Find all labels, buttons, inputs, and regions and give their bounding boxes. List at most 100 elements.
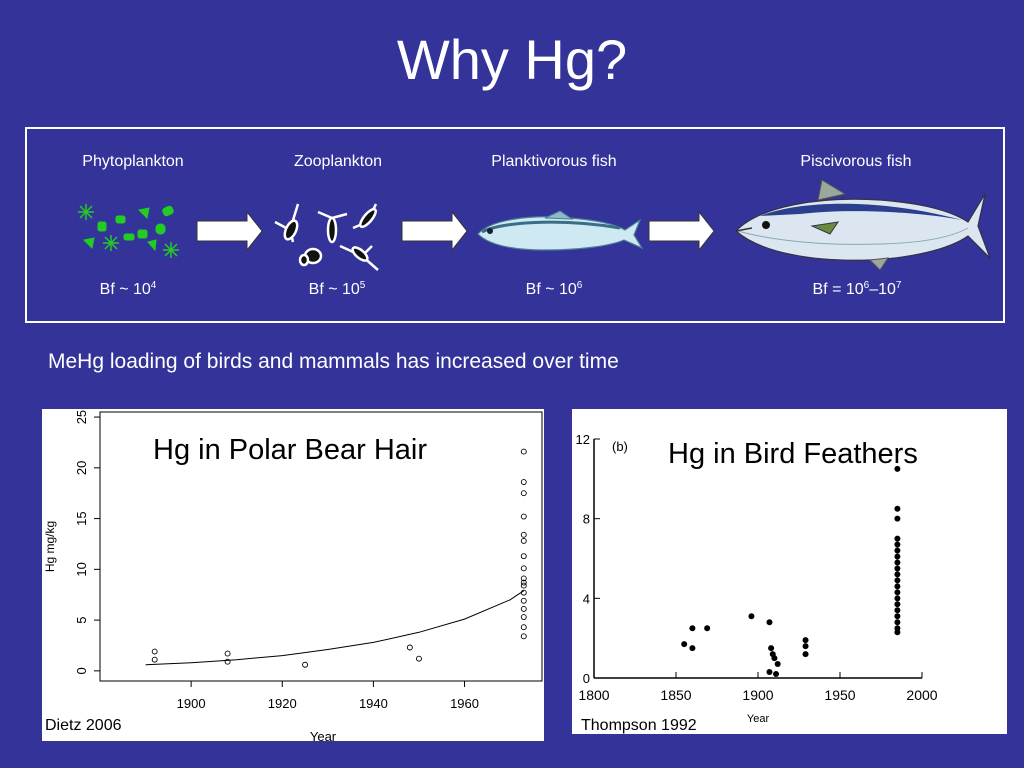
data-point <box>520 537 527 544</box>
x-tick-label: 1800 <box>578 687 609 703</box>
data-point <box>520 579 527 586</box>
data-point <box>771 655 778 662</box>
y-tick-label: 5 <box>74 616 89 623</box>
bird-feather-chart-panel: 1800 1850 1900 1950 2000 0 4 8 12 (b) Year Hg in B… <box>572 409 1007 734</box>
data-point <box>894 595 901 602</box>
data-point <box>802 651 809 658</box>
data-point <box>894 541 901 548</box>
data-point <box>520 479 527 485</box>
data-point <box>894 515 901 522</box>
data-point <box>766 669 773 676</box>
plot-frame <box>99 411 543 682</box>
data-point <box>704 625 711 632</box>
data-point <box>894 613 901 620</box>
data-point <box>520 582 527 589</box>
data-point <box>894 465 901 472</box>
data-point <box>302 661 309 668</box>
y-tick-label: 20 <box>74 461 89 475</box>
data-point <box>520 531 527 538</box>
x-tick-label: 1960 <box>450 696 479 711</box>
data-point <box>520 575 527 582</box>
data-point <box>681 641 688 648</box>
data-point <box>520 513 527 520</box>
y-tick-label: 8 <box>583 512 590 527</box>
data-point <box>894 553 901 560</box>
bf-piscivorous-fish: Bf = 106–107 <box>812 280 902 299</box>
data-point <box>894 619 901 626</box>
data-point <box>802 637 809 644</box>
polar-bear-chart-title: Hg in Polar Bear Hair <box>153 434 427 466</box>
citation-dietz: Dietz 2006 <box>45 717 122 734</box>
x-tick-label: 2000 <box>906 687 937 703</box>
data-point <box>766 619 773 626</box>
trend-line <box>145 590 525 666</box>
slide-title: Why Hg? <box>396 28 628 91</box>
data-point <box>774 661 781 668</box>
data-point <box>520 448 527 455</box>
y-tick-label: 25 <box>74 410 89 424</box>
y-tick-label: 10 <box>74 562 89 576</box>
data-point <box>689 645 696 652</box>
data-point <box>520 565 527 572</box>
polar-bear-chart-panel: 1900 1920 1940 1960 0 5 10 15 20 25 Hg mg/kg Year H… <box>42 409 544 741</box>
stage-label-piscivorous-fish: Piscivorous fish <box>800 153 912 170</box>
data-point <box>894 607 901 614</box>
x-tick-label: 1940 <box>359 696 388 711</box>
bf-zooplankton: Bf ~ 105 <box>308 280 366 299</box>
data-point <box>689 625 696 632</box>
data-point <box>773 671 780 678</box>
y-tick-label: 0 <box>74 667 89 674</box>
data-point <box>406 644 413 651</box>
slide-subtitle: MeHg loading of birds and mammals has in… <box>48 350 619 373</box>
bf-phytoplankton: Bf ~ 104 <box>99 280 157 299</box>
data-point <box>520 553 527 560</box>
x-tick-label: 1950 <box>824 687 855 703</box>
data-point <box>520 614 527 620</box>
y-tick-label: 4 <box>583 591 590 606</box>
data-point <box>894 583 901 590</box>
data-point <box>894 577 901 584</box>
y-tick-label: 15 <box>74 511 89 525</box>
data-point <box>224 658 231 665</box>
x-axis-label: Year <box>747 713 770 725</box>
data-point <box>520 605 527 612</box>
x-tick-label: 1850 <box>660 687 691 703</box>
stage-label-planktivorous-fish: Planktivorous fish <box>491 153 617 170</box>
data-point <box>768 645 775 652</box>
stage-label-zooplankton: Zooplankton <box>293 153 383 170</box>
data-point <box>894 565 901 572</box>
food-chain-panel <box>25 127 1005 323</box>
data-point <box>894 559 901 566</box>
data-point <box>894 589 901 596</box>
bird-feather-chart: 1800 1850 1900 1950 2000 0 4 8 12 (b) Year <box>576 432 938 725</box>
x-tick-label: 1900 <box>742 687 773 703</box>
x-tick-label: 1920 <box>268 696 297 711</box>
data-point <box>416 655 422 662</box>
x-axis-label: Year <box>310 729 337 741</box>
y-axis-label: Hg mg/kg <box>43 521 57 572</box>
citation-thompson: Thompson 1992 <box>581 717 697 734</box>
data-point <box>748 613 755 620</box>
polar-bear-chart: 1900 1920 1940 1960 0 5 10 15 20 25 Hg mg/kg Year <box>43 410 543 741</box>
data-point <box>520 589 527 596</box>
data-point <box>894 505 901 512</box>
data-point <box>894 601 901 608</box>
data-point <box>894 547 901 554</box>
data-point <box>894 535 901 542</box>
data-point <box>520 597 527 604</box>
data-point <box>802 643 809 650</box>
data-point <box>894 629 901 636</box>
bf-planktivorous-fish: Bf ~ 106 <box>525 280 583 299</box>
x-tick-label: 1900 <box>177 696 206 711</box>
data-point <box>224 650 231 657</box>
y-tick-label: 0 <box>583 671 590 686</box>
bird-feather-chart-title: Hg in Bird Feathers <box>668 438 918 470</box>
data-point <box>894 571 901 578</box>
stage-label-phytoplankton: Phytoplankton <box>82 153 184 170</box>
data-point <box>151 648 158 655</box>
data-point <box>520 633 527 640</box>
y-tick-label: 12 <box>576 432 590 447</box>
panel-label: (b) <box>612 439 628 454</box>
data-point <box>520 490 527 497</box>
data-point <box>151 656 158 663</box>
